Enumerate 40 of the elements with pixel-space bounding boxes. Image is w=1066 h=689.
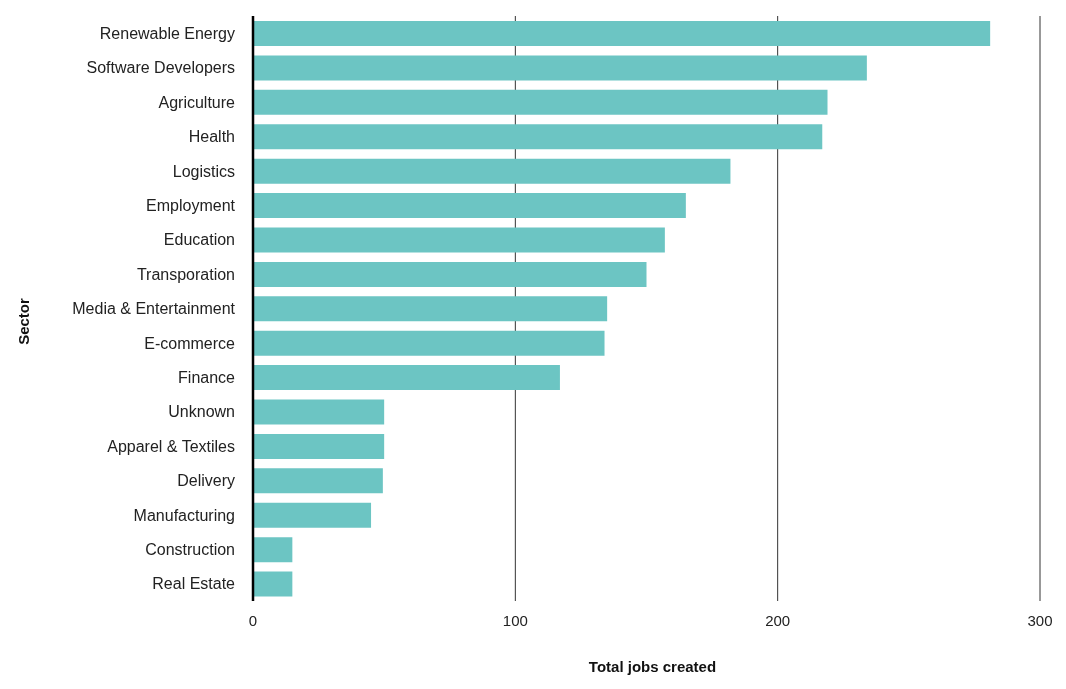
y-tick-label: Construction <box>145 541 235 559</box>
bar <box>253 571 293 597</box>
y-tick-label: Logistics <box>172 162 235 180</box>
x-axis-title: Total jobs created <box>587 658 718 675</box>
y-tick-label: Delivery <box>177 472 235 490</box>
y-tick-label: Finance <box>178 369 236 386</box>
x-tick-label: 100 <box>502 611 528 629</box>
y-tick-label: Education <box>163 231 235 249</box>
bar <box>253 55 867 81</box>
y-tick-label: Media & Entertainment <box>72 300 236 318</box>
y-tick-label: Unknown <box>168 403 235 421</box>
y-tick-label: Transporation <box>136 265 235 283</box>
y-tick-label: Manufacturing <box>133 506 235 524</box>
bar <box>253 261 647 287</box>
x-tick-label: 0 <box>248 611 258 629</box>
bar <box>253 399 385 425</box>
bar <box>253 468 383 494</box>
bar <box>253 21 991 46</box>
bar <box>253 330 605 356</box>
y-tick-label: E-commerce <box>144 334 236 352</box>
y-tick-label: Agriculture <box>158 93 236 111</box>
x-tick-label: 300 <box>1027 611 1053 629</box>
x-tick-label: 200 <box>765 611 791 629</box>
y-axis-title: Sector <box>14 297 32 347</box>
bar <box>253 227 665 253</box>
y-tick-label: Software Developers <box>86 59 235 77</box>
bar <box>253 433 385 459</box>
bar <box>253 296 608 322</box>
y-tick-label: Health <box>188 128 235 146</box>
bar <box>253 158 731 184</box>
y-tick-label: Employment <box>146 196 236 214</box>
bar <box>253 537 293 563</box>
bar <box>253 124 823 150</box>
y-tick-label: Real Estate <box>152 575 236 593</box>
bar <box>253 193 686 219</box>
y-tick-label: Renewable Energy <box>99 24 235 42</box>
bar <box>253 89 828 115</box>
bar <box>253 365 560 391</box>
y-tick-label: Apparel & Textiles <box>107 437 235 455</box>
bar <box>253 502 372 528</box>
